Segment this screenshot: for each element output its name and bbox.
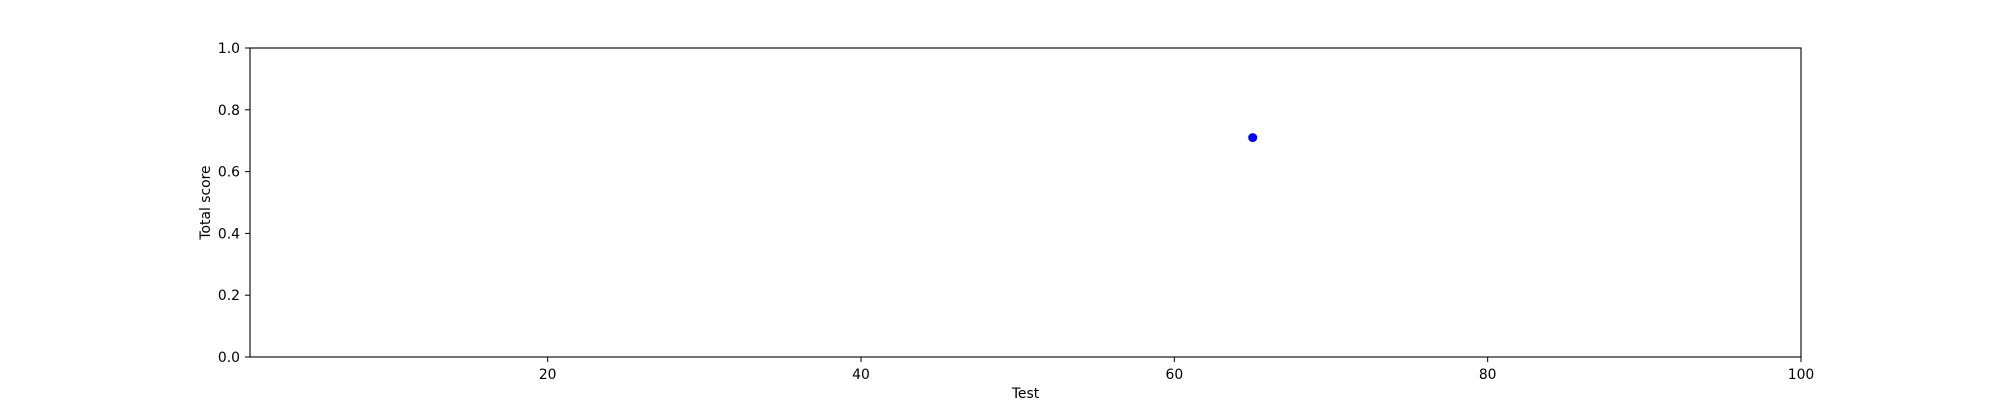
x-tick-label: 20 [539, 367, 557, 383]
y-axis-ticks: 0.0 0.2 0.4 0.6 0.8 1.0 [218, 41, 250, 366]
x-axis-ticks: 20 40 60 80 100 [539, 357, 1814, 383]
plot-area-background [250, 48, 1801, 357]
x-tick-label: 100 [1788, 367, 1815, 383]
y-tick-label: 0.2 [218, 288, 240, 304]
y-tick-label: 0.0 [218, 350, 240, 366]
plot-frame [249, 47, 1802, 358]
x-tick-label: 60 [1165, 367, 1183, 383]
x-axis-label: Test [1011, 386, 1040, 400]
x-tick-label: 80 [1479, 367, 1497, 383]
y-tick-label: 0.8 [218, 103, 240, 119]
y-tick-label: 0.4 [218, 226, 240, 242]
y-tick-label: 1.0 [218, 41, 240, 57]
y-tick-label: 0.6 [218, 165, 240, 181]
data-points [1248, 133, 1258, 143]
x-tick-label: 40 [852, 367, 870, 383]
y-axis-label: Total score [198, 165, 214, 240]
data-point [1248, 133, 1258, 143]
